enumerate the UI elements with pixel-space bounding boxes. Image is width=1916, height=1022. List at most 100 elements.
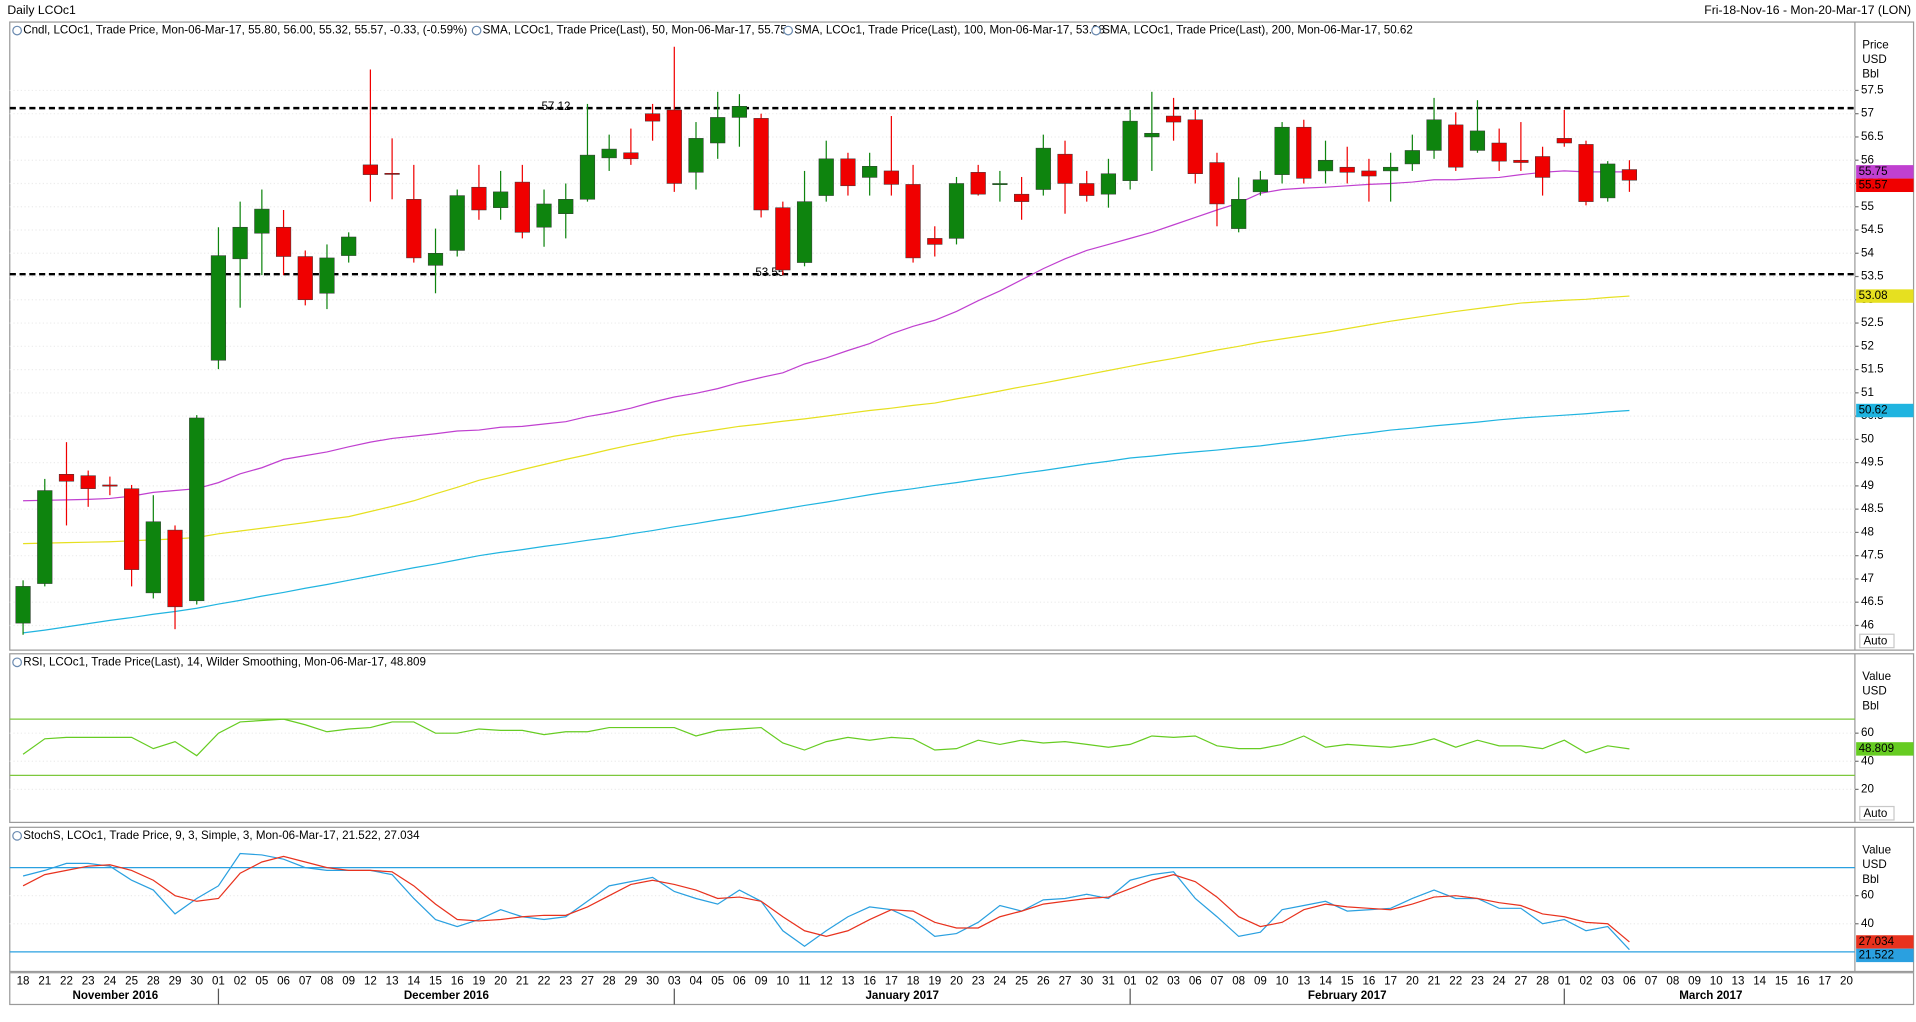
candle-body — [970, 172, 986, 195]
date-range: Fri-18-Nov-16 - Mon-20-Mar-17 (LON) — [1704, 3, 1911, 17]
x-tick-label: 08 — [321, 974, 334, 987]
y-tick-label: 52 — [1861, 339, 1874, 352]
x-tick-label: 13 — [1732, 974, 1745, 987]
candle-body — [1122, 120, 1138, 181]
level-label: 57.12 — [541, 100, 570, 113]
x-tick-label: 28 — [1536, 974, 1549, 987]
x-tick-label: 03 — [668, 974, 681, 987]
candle-body — [167, 529, 183, 608]
candle-body — [341, 236, 357, 256]
x-tick-label: 18 — [17, 974, 30, 987]
x-tick-label: 19 — [472, 974, 485, 987]
x-tick-label: 10 — [1276, 974, 1289, 987]
x-tick-label: 24 — [1493, 974, 1506, 987]
x-tick-label: 17 — [1818, 974, 1831, 987]
candle-body — [1469, 130, 1486, 151]
candle-body — [1014, 193, 1030, 202]
candle-body — [232, 226, 248, 260]
value-label: 55.57 — [1859, 178, 1888, 191]
y-tick-label: 51.5 — [1861, 363, 1884, 376]
candle-body — [124, 488, 140, 570]
x-tick-label: 02 — [234, 974, 247, 987]
candle-body — [145, 521, 161, 594]
candle-body — [710, 117, 726, 144]
y-tick-label: 48.5 — [1861, 502, 1884, 515]
x-tick-label: 30 — [646, 974, 659, 987]
candle-body — [58, 474, 75, 482]
panel-frame — [9, 653, 1915, 824]
y-tick-label: 55 — [1861, 200, 1874, 213]
x-tick-label: 23 — [559, 974, 572, 987]
auto-label: Auto — [1863, 635, 1887, 648]
candle-body — [623, 152, 639, 160]
legend-entry: Cndl, LCOc1, Trade Price, Mon-06-Mar-17,… — [23, 24, 467, 37]
x-tick-label: 01 — [1558, 974, 1571, 987]
candle-body — [80, 475, 96, 489]
chart-title: Daily LCOc1 — [7, 3, 76, 17]
value-label-box — [1856, 289, 1914, 303]
auto-button — [1859, 805, 1895, 821]
value-label: 27.034 — [1859, 935, 1895, 948]
x-tick-label: 05 — [711, 974, 724, 987]
x-tick-label: 30 — [1080, 974, 1093, 987]
candle-body — [796, 201, 813, 263]
candle-body — [1513, 159, 1529, 163]
x-tick-label: 16 — [1797, 974, 1810, 987]
candle-body — [1535, 156, 1551, 178]
month-label: February 2017 — [1308, 989, 1387, 1002]
x-tick-label: 03 — [1601, 974, 1614, 987]
value-label-box — [1856, 403, 1914, 418]
x-tick-label: 08 — [1666, 974, 1679, 987]
candle-body — [948, 183, 965, 239]
x-tick-label: 22 — [538, 974, 551, 987]
month-label: March 2017 — [1679, 989, 1742, 1002]
y-tick-label: 54 — [1861, 246, 1874, 259]
candle-body — [1296, 126, 1312, 179]
x-tick-label: 11 — [799, 974, 811, 987]
x-tick-label: 06 — [1623, 974, 1636, 987]
x-tick-label: 02 — [1580, 974, 1593, 987]
x-tick-label: 09 — [342, 974, 355, 987]
x-tick-label: 06 — [733, 974, 746, 987]
candle-body — [1144, 132, 1160, 138]
candle-body — [579, 154, 596, 200]
candle-body — [1383, 166, 1399, 172]
panel-frame — [9, 21, 1915, 651]
axis-label: Bbl — [1862, 68, 1879, 81]
x-tick-label: 13 — [842, 974, 855, 987]
candle-body — [558, 199, 574, 214]
value-label: 55.75 — [1859, 165, 1888, 178]
month-label: January 2017 — [865, 989, 938, 1002]
candle-body — [1231, 199, 1247, 229]
candle-body — [1187, 119, 1203, 174]
candle-body — [1448, 124, 1464, 168]
x-tick-label: 12 — [820, 974, 833, 987]
candle-body — [189, 417, 205, 602]
candle-body — [1556, 138, 1572, 144]
x-tick-label: 22 — [60, 974, 73, 987]
candle-body — [514, 181, 530, 233]
month-label: November 2016 — [72, 989, 158, 1002]
x-tick-label: 14 — [407, 974, 420, 987]
candle-body — [384, 173, 400, 175]
value-label-box — [1856, 935, 1914, 949]
x-tick-label: 23 — [1471, 974, 1484, 987]
x-tick-label: 01 — [212, 974, 225, 987]
x-tick-label: 03 — [1167, 974, 1180, 987]
x-tick-label: 04 — [690, 974, 703, 987]
x-tick-label: 27 — [581, 974, 594, 987]
candle-body — [319, 257, 335, 294]
x-tick-label: 07 — [1645, 974, 1658, 987]
axis-label: Bbl — [1862, 699, 1879, 712]
candle-body — [297, 256, 313, 301]
x-tick-label: 09 — [755, 974, 768, 987]
y-tick-label: 56.5 — [1861, 130, 1884, 143]
candle-body — [275, 226, 292, 257]
candle-body — [1079, 183, 1095, 196]
x-tick-label: 25 — [1015, 974, 1028, 987]
y-tick-label: 57 — [1861, 107, 1874, 120]
x-tick-label: 09 — [1254, 974, 1267, 987]
candle-body — [1361, 170, 1377, 177]
y-tick-label: 57.5 — [1861, 83, 1884, 96]
